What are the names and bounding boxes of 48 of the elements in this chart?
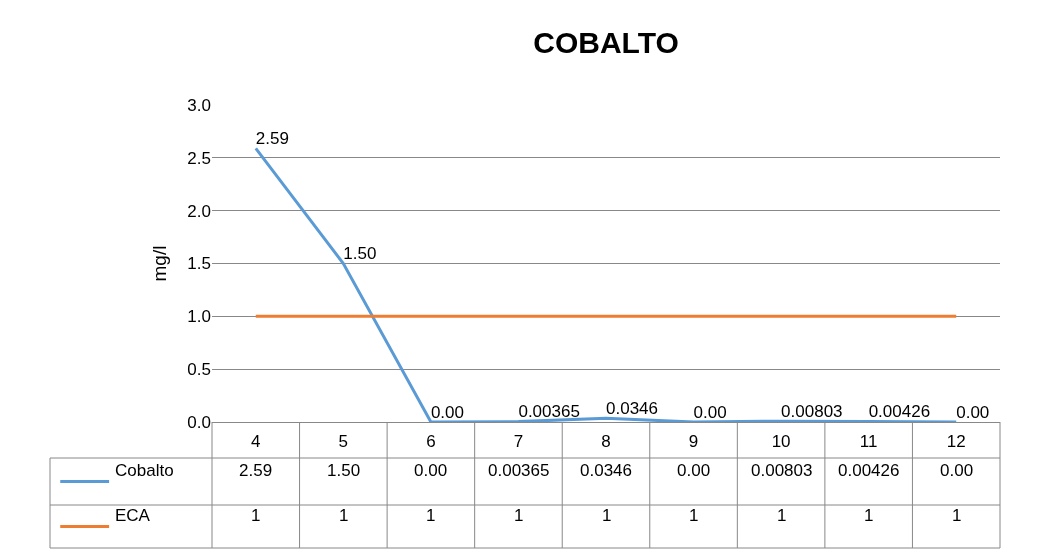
data-label: 1 <box>952 506 962 525</box>
data-label: 1 <box>864 506 874 525</box>
data-label: 0.0346 <box>580 461 632 480</box>
data-label: 1.50 <box>327 461 361 480</box>
y-tick-label: 0.5 <box>187 360 211 380</box>
x-tick-label: 4 <box>251 432 261 452</box>
chart-title: COBALTO <box>533 25 679 59</box>
text: 0.00 <box>430 402 464 422</box>
text: 0.00426 <box>868 402 931 422</box>
text: 0.00803 <box>781 401 843 421</box>
data-label: 0.00 <box>677 461 711 480</box>
y-tick-label: 3.0 <box>187 95 211 115</box>
data-label: 0.00426 <box>838 461 900 480</box>
data-label: 1 <box>777 506 787 525</box>
data-label: 1 <box>251 506 261 525</box>
text: 0.00 <box>956 402 990 422</box>
data-label: 0.00365 <box>488 461 550 480</box>
y-tick-label: 2.5 <box>187 148 211 168</box>
legend-label: Cobalto <box>115 461 174 480</box>
y-tick-label: 1.0 <box>187 307 211 327</box>
legend-label: ECA <box>115 506 151 525</box>
x-tick-label: 11 <box>859 432 878 452</box>
data-label: 0.00 <box>414 461 448 480</box>
x-tick-label: 8 <box>601 432 611 452</box>
data-label: 0.00803 <box>751 461 813 480</box>
data-label: 2.59 <box>239 461 273 480</box>
data-label: 1 <box>689 506 699 525</box>
y-tick-label: 1.5 <box>187 254 211 274</box>
text: 2.59 <box>255 129 289 149</box>
line-series <box>254 146 958 422</box>
text: 0.0346 <box>606 399 658 419</box>
data-label: 1 <box>514 506 524 525</box>
x-tick-label: 6 <box>426 432 436 452</box>
x-tick-label: 12 <box>946 432 966 452</box>
text: 1.50 <box>343 244 377 264</box>
text: 0.00 <box>693 402 727 422</box>
y-tick-label: 2.0 <box>187 201 211 221</box>
x-tick-label: 9 <box>688 432 699 452</box>
x-tick-label: 10 <box>771 432 791 452</box>
x-tick-label: 5 <box>338 432 349 452</box>
y-axis-title: mg/l <box>149 245 171 282</box>
data-label: 1 <box>602 506 612 525</box>
text: 0.00365 <box>518 402 580 422</box>
y-tick-label: 0.0 <box>187 412 211 432</box>
data-label: 0.00 <box>940 461 974 480</box>
data-label: 1 <box>339 506 349 525</box>
x-tick-label: 7 <box>513 432 524 452</box>
data-label: 1 <box>426 506 436 525</box>
